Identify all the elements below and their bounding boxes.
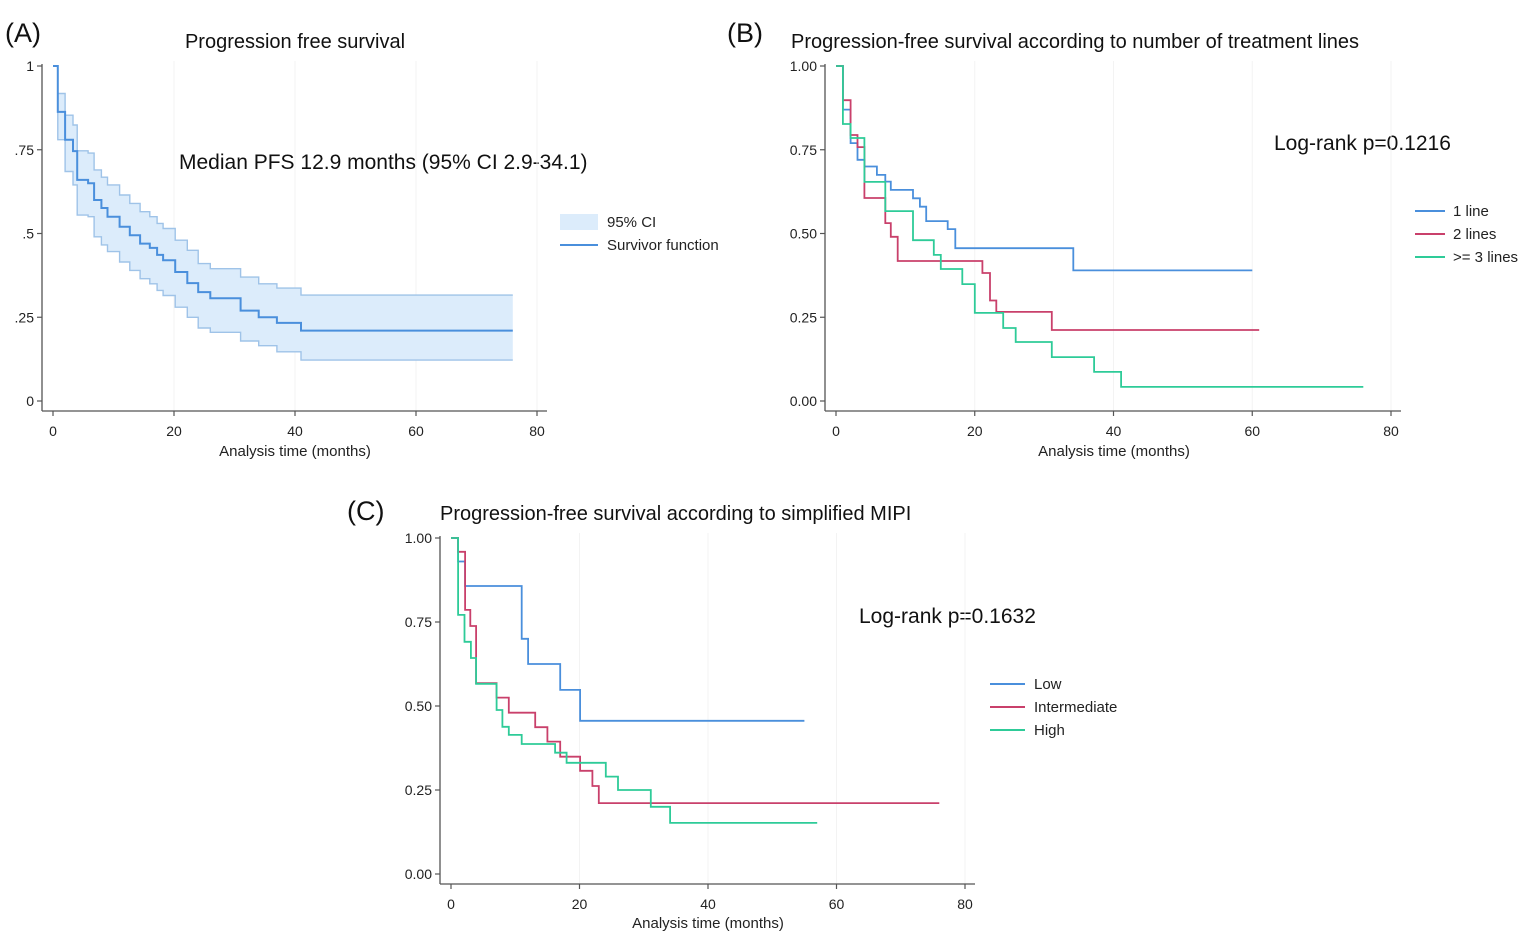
x-axis-label: Analysis time (months) [219,443,371,460]
y-tick-label: 0.25 [790,309,817,325]
series-line-0 [836,65,1253,272]
y-tick-label: .25 [15,309,35,325]
x-tick-label: 0 [447,896,455,912]
series-line-1 [836,65,1260,331]
y-tick-label: 0.75 [405,614,432,630]
ci-band [53,66,513,361]
panel-label: (B) [727,18,763,48]
panel-c: (C) Progression-free survival according t… [347,496,1117,932]
y-tick-label: 0.75 [790,142,817,158]
x-tick-label: 20 [967,423,983,439]
y-tick-label: 1 [26,58,34,74]
y-tick-label: 0 [26,393,34,409]
series-line-2 [836,65,1364,388]
y-tick-label: 0.50 [405,698,432,714]
legend-label: 1 line [1453,203,1489,220]
legend-label: Survivor function [607,237,719,254]
legend-label: 95% CI [607,214,656,231]
chart-title: Progression free survival [185,31,405,53]
panel-label: (C) [347,496,384,526]
legend-label: 2 lines [1453,226,1496,243]
x-tick-label: 60 [408,423,424,439]
legend-label: >= 3 lines [1453,249,1518,266]
legend-label: Intermediate [1034,699,1117,716]
series-line-1 [451,537,940,804]
x-axis-label: Analysis time (months) [1038,443,1190,460]
panel-b: (B) Progression-free survival according t… [727,18,1518,460]
x-tick-label: 80 [1383,423,1399,439]
x-tick-label: 0 [49,423,57,439]
chart-title: Progression-free survival according to n… [791,31,1359,53]
ci-upper-line [53,65,513,296]
chart-annotation: Median PFS 12.9 months (95% CI 2.9-34.1) [179,151,588,174]
x-tick-label: 80 [529,423,545,439]
x-tick-label: 60 [829,896,845,912]
x-tick-label: 20 [572,896,588,912]
x-tick-label: 40 [700,896,716,912]
y-tick-label: .5 [22,226,34,242]
y-tick-label: 1.00 [790,58,817,74]
chart-annotation: Log-rank p=0.1216 [1274,132,1451,155]
panel-label: (A) [5,18,41,48]
y-tick-label: 0.00 [790,393,817,409]
series-line-2 [451,537,818,824]
x-tick-label: 60 [1244,423,1260,439]
chart-title: Progression-free survival according to s… [440,503,911,525]
y-tick-label: 1.00 [405,530,432,546]
legend-label: Low [1034,676,1062,693]
y-tick-label: .75 [15,142,35,158]
panel-a: (A) Progression free survival Median PFS 1… [5,18,719,460]
x-tick-label: 0 [832,423,840,439]
x-tick-label: 80 [957,896,973,912]
x-tick-label: 20 [166,423,182,439]
x-tick-label: 40 [287,423,303,439]
ci-lower-line [53,65,513,361]
legend-label: High [1034,722,1065,739]
series-line-0 [451,537,805,722]
x-axis-label: Analysis time (months) [632,915,784,932]
y-tick-label: 0.50 [790,226,817,242]
survivor-function-line [53,65,513,332]
y-tick-label: 0.25 [405,782,432,798]
legend-swatch-ci [560,214,598,230]
chart-annotation: Log-rank p=0.1632 [859,605,1036,628]
x-tick-label: 40 [1106,423,1122,439]
y-tick-label: 0.00 [405,866,432,882]
